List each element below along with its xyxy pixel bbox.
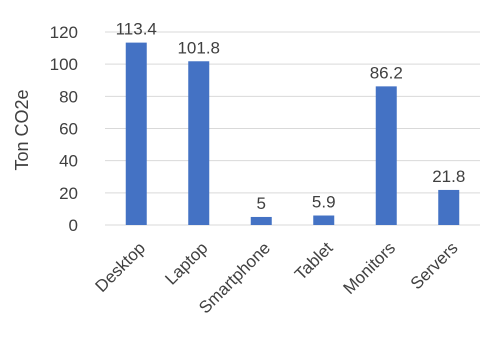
bar-desktop bbox=[125, 42, 147, 225]
bar-monitors bbox=[375, 86, 397, 225]
gridlines bbox=[105, 31, 480, 226]
data-label-servers: 21.8 bbox=[432, 167, 465, 186]
y-tick-label: 20 bbox=[59, 184, 78, 203]
bar-servers bbox=[438, 189, 460, 225]
bar-smartphone bbox=[250, 216, 272, 225]
data-labels: 113.4 101.8 5 5.9 86.2 21.8 bbox=[116, 20, 466, 213]
data-label-tablet: 5.9 bbox=[312, 193, 336, 212]
x-category-label: Servers bbox=[407, 238, 462, 293]
data-label-monitors: 86.2 bbox=[370, 63, 403, 82]
y-tick-label: 120 bbox=[50, 23, 78, 42]
y-tick-label: 100 bbox=[50, 55, 78, 74]
data-label-smartphone: 5 bbox=[257, 194, 266, 213]
bars bbox=[125, 42, 460, 225]
x-category-label: Monitors bbox=[340, 238, 400, 298]
y-tick-label: 80 bbox=[59, 87, 78, 106]
x-category-label: Laptop bbox=[161, 238, 211, 288]
x-category-label: Tablet bbox=[291, 238, 337, 284]
data-label-laptop: 101.8 bbox=[177, 38, 220, 57]
y-axis-ticks: 0 20 40 60 80 100 120 bbox=[50, 23, 78, 235]
data-label-desktop: 113.4 bbox=[116, 20, 157, 39]
y-tick-label: 60 bbox=[59, 120, 78, 139]
y-tick-label: 0 bbox=[69, 216, 78, 235]
bar-tablet bbox=[313, 215, 335, 225]
x-category-label: Desktop bbox=[92, 238, 150, 296]
y-axis-title: Ton CO2e bbox=[12, 89, 32, 170]
y-tick-label: 40 bbox=[59, 152, 78, 171]
bar-laptop bbox=[188, 61, 210, 225]
